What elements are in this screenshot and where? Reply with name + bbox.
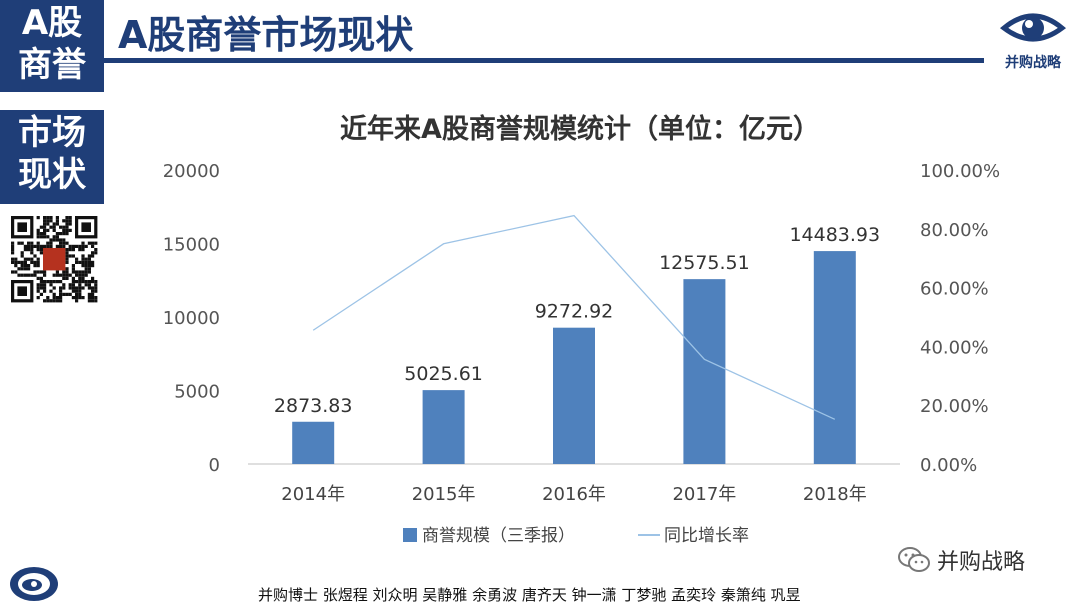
x-tick-label: 2014年 xyxy=(281,484,345,505)
bar-data-label: 2873.83 xyxy=(274,395,353,417)
bar xyxy=(683,279,726,464)
swirl-logo-icon xyxy=(10,567,58,601)
y-right-tick-label: 40.00% xyxy=(920,337,989,358)
x-tick-label: 2018年 xyxy=(803,484,867,505)
y-left-tick-label: 20000 xyxy=(163,161,220,182)
sidebar-box1-line2: 商誉 xyxy=(18,45,86,85)
sidebar-box2-line2: 现状 xyxy=(18,155,86,195)
bar xyxy=(292,421,335,464)
sidebar-box1-line1: A股 xyxy=(21,3,83,43)
x-tick-label: 2015年 xyxy=(412,484,476,505)
sidebar-box-market-status: 市场 现状 xyxy=(0,110,104,204)
wechat-icon xyxy=(898,547,930,572)
goodwill-chart: 近年来A股商誉规模统计（单位：亿元） 0 5000 10000 15000 20000 … xyxy=(120,96,1050,566)
chart-legend: 商誉规模（三季报） 同比增长率 xyxy=(403,526,749,546)
y-right-tick-label: 0.00% xyxy=(920,455,977,476)
bar xyxy=(422,390,465,464)
wechat-label: 并购战略 xyxy=(937,550,1026,575)
legend-label-bar: 商誉规模（三季报） xyxy=(422,526,575,546)
brand-logo: 并购战略 xyxy=(990,6,1076,76)
bar-data-label: 9272.92 xyxy=(535,301,614,323)
bar xyxy=(813,251,856,464)
chart-title: 近年来A股商誉规模统计（单位：亿元） xyxy=(340,113,820,145)
eye-icon xyxy=(999,13,1067,42)
page-title: A股商誉市场现状 xyxy=(118,13,414,57)
footer-logo xyxy=(8,564,60,604)
growth-rate-line xyxy=(312,214,836,420)
title-underline xyxy=(104,58,984,63)
y-right-tick-label: 60.00% xyxy=(920,279,989,300)
authors-footer: 并购博士 张煜程 刘众明 吴静雅 余勇波 唐齐天 钟一潇 丁梦驰 孟奕玲 秦箫纯… xyxy=(258,586,801,604)
logo-caption: 并购战略 xyxy=(1005,55,1061,71)
x-tick-label: 2016年 xyxy=(542,484,606,505)
y-left-tick-label: 15000 xyxy=(163,235,220,256)
bar-data-label: 12575.51 xyxy=(659,252,750,274)
sidebar-box2-line1: 市场 xyxy=(18,113,86,153)
y-left-tick-label: 0 xyxy=(209,455,220,476)
y-left-tick-label: 5000 xyxy=(174,382,220,403)
chart-svg: 近年来A股商誉规模统计（单位：亿元） 05000100001500020000 … xyxy=(163,113,1000,546)
bar-data-label: 5025.61 xyxy=(404,363,483,385)
legend-label-line: 同比增长率 xyxy=(664,526,749,546)
y-right-tick-label: 20.00% xyxy=(920,396,989,417)
y-right-tick-label: 100.00% xyxy=(920,161,1000,182)
x-tick-label: 2017年 xyxy=(672,484,736,505)
qr-code-icon xyxy=(10,214,100,306)
bar-data-label: 14483.93 xyxy=(789,224,880,246)
wechat-account: 并购战略 xyxy=(898,544,1025,578)
bar xyxy=(553,327,595,464)
header: A股商誉市场现状 xyxy=(104,0,984,63)
legend-swatch-bar xyxy=(403,528,417,542)
y-right-tick-label: 80.00% xyxy=(920,220,989,241)
sidebar-box-a-share-goodwill: A股 商誉 xyxy=(0,0,104,92)
y-left-tick-label: 10000 xyxy=(163,308,220,329)
